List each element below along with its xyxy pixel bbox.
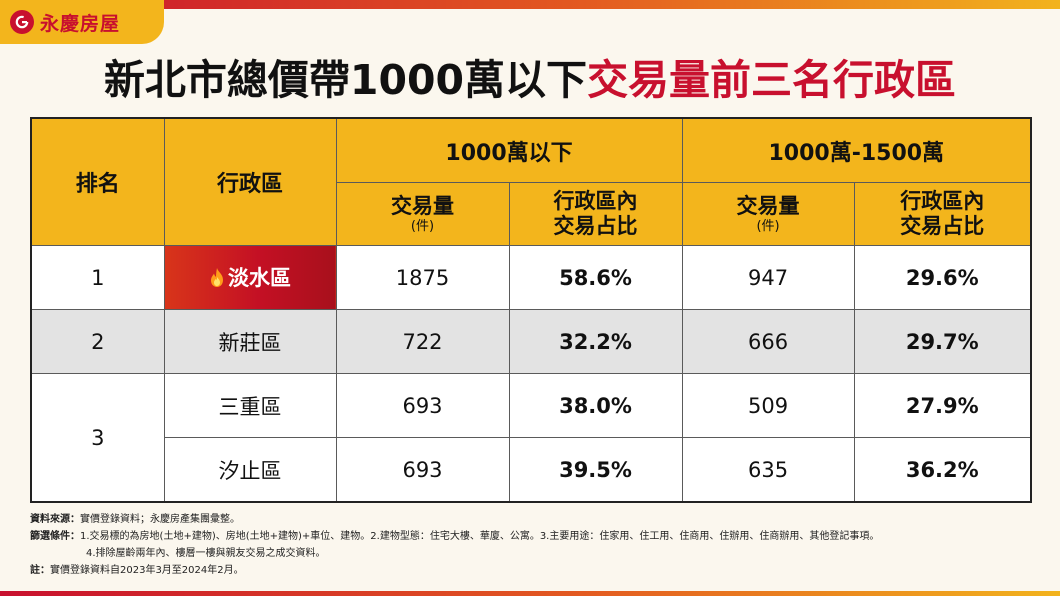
source-note: 資料來源：實價登錄資料；永慶房產集團彙整。 xyxy=(30,511,1040,528)
fire-icon xyxy=(209,267,225,293)
filter-note-continued: 4.排除屋齡兩年內、樓層一樓與親友交易之成交資料。 xyxy=(30,545,1040,562)
header-share-line1: 行政區內 xyxy=(900,189,985,213)
table-row: 2 新莊區 722 32.2% 666 29.7% xyxy=(30,309,1032,374)
share-1000-1500-cell: 36.2% xyxy=(853,437,1032,503)
header-unit-label: (件) xyxy=(756,218,780,234)
district-cell-highlighted: 淡水區 xyxy=(163,245,337,310)
title-black-part: 新北市總價帶1000萬以下 xyxy=(103,56,588,104)
volume-under-1000-cell: 693 xyxy=(335,373,510,438)
table-row: 1 淡水區 1875 58.6% 947 29.6% xyxy=(30,245,1032,310)
g-circle-icon xyxy=(10,10,34,34)
header-share-under-1000: 行政區內 交易占比 xyxy=(508,182,683,246)
title-red-part: 交易量前三名行政區 xyxy=(587,56,957,104)
table-row: 汐止區 693 39.5% 635 36.2% xyxy=(31,437,1032,503)
header-volume-label: 交易量 xyxy=(391,193,454,218)
share-1000-1500-cell: 29.6% xyxy=(853,245,1032,310)
share-under-1000-cell: 38.0% xyxy=(508,373,683,438)
volume-under-1000-cell: 722 xyxy=(335,309,510,374)
district-cell: 三重區 xyxy=(163,373,337,438)
filter-line2: 4.排除屋齡兩年內、樓層一樓與親友交易之成交資料。 xyxy=(86,548,326,559)
note-label: 註： xyxy=(30,565,50,576)
header-district: 行政區 xyxy=(163,117,337,246)
district-cell: 汐止區 xyxy=(163,437,337,503)
share-under-1000-cell: 39.5% xyxy=(508,437,683,503)
volume-1000-1500-cell: 947 xyxy=(681,245,855,310)
period-note: 註：實價登錄資料自2023年3月至2024年2月。 xyxy=(30,562,1040,579)
share-1000-1500-cell: 27.9% xyxy=(853,373,1032,438)
header-share-line2: 交易占比 xyxy=(900,214,985,238)
rank-cell: 1 xyxy=(30,245,165,310)
district-ranking-table: 排名 行政區 1000萬以下 1000萬-1500萬 交易量 (件) 行政區內 交易… xyxy=(30,117,1033,503)
header-share-1000-1500: 行政區內 交易占比 xyxy=(853,182,1032,246)
share-1000-1500-cell: 29.7% xyxy=(853,309,1032,374)
header-share-line1: 行政區內 xyxy=(553,189,638,213)
note-text: 實價登錄資料自2023年3月至2024年2月。 xyxy=(50,565,244,576)
header-volume-label: 交易量 xyxy=(736,193,800,218)
volume-1000-1500-cell: 666 xyxy=(681,309,855,374)
district-name: 淡水區 xyxy=(228,266,291,290)
table-row: 3 三重區 693 38.0% 509 27.9% xyxy=(30,373,1032,503)
rank-cell: 2 xyxy=(30,309,165,374)
filter-line1: 1.交易標的為房地(土地+建物)、房地(土地+建物)+車位、建物。2.建物型態：… xyxy=(80,531,880,542)
bottom-accent-bar xyxy=(0,591,1060,596)
volume-1000-1500-cell: 635 xyxy=(681,437,855,503)
header-share-line2: 交易占比 xyxy=(553,214,638,238)
brand-logo: 永慶房屋 xyxy=(0,0,164,44)
header-group-under-1000: 1000萬以下 xyxy=(335,117,683,183)
header-rank: 排名 xyxy=(30,117,165,246)
header-volume-under-1000: 交易量 (件) xyxy=(335,182,510,246)
brand-name: 永慶房屋 xyxy=(40,12,121,35)
page-title: 新北市總價帶1000萬以下交易量前三名行政區 xyxy=(0,52,1060,108)
share-under-1000-cell: 32.2% xyxy=(508,309,683,374)
rank-cell: 3 xyxy=(30,373,165,503)
share-under-1000-cell: 58.6% xyxy=(508,245,683,310)
header-volume-1000-1500: 交易量 (件) xyxy=(681,182,855,246)
filter-note: 篩選條件：1.交易標的為房地(土地+建物)、房地(土地+建物)+車位、建物。2.… xyxy=(30,528,1040,545)
filter-label: 篩選條件： xyxy=(30,531,80,542)
volume-under-1000-cell: 1875 xyxy=(335,245,510,310)
volume-under-1000-cell: 693 xyxy=(335,437,510,503)
source-label: 資料來源： xyxy=(30,514,80,525)
footnotes: 資料來源：實價登錄資料；永慶房產集團彙整。 篩選條件：1.交易標的為房地(土地+… xyxy=(30,511,1040,579)
header-group-1000-1500: 1000萬-1500萬 xyxy=(681,117,1032,183)
volume-1000-1500-cell: 509 xyxy=(681,373,855,438)
district-cell: 新莊區 xyxy=(163,309,337,374)
source-text: 實價登錄資料；永慶房產集團彙整。 xyxy=(80,514,240,525)
header-unit-label: (件) xyxy=(410,218,435,234)
top-accent-bar xyxy=(0,0,1060,9)
